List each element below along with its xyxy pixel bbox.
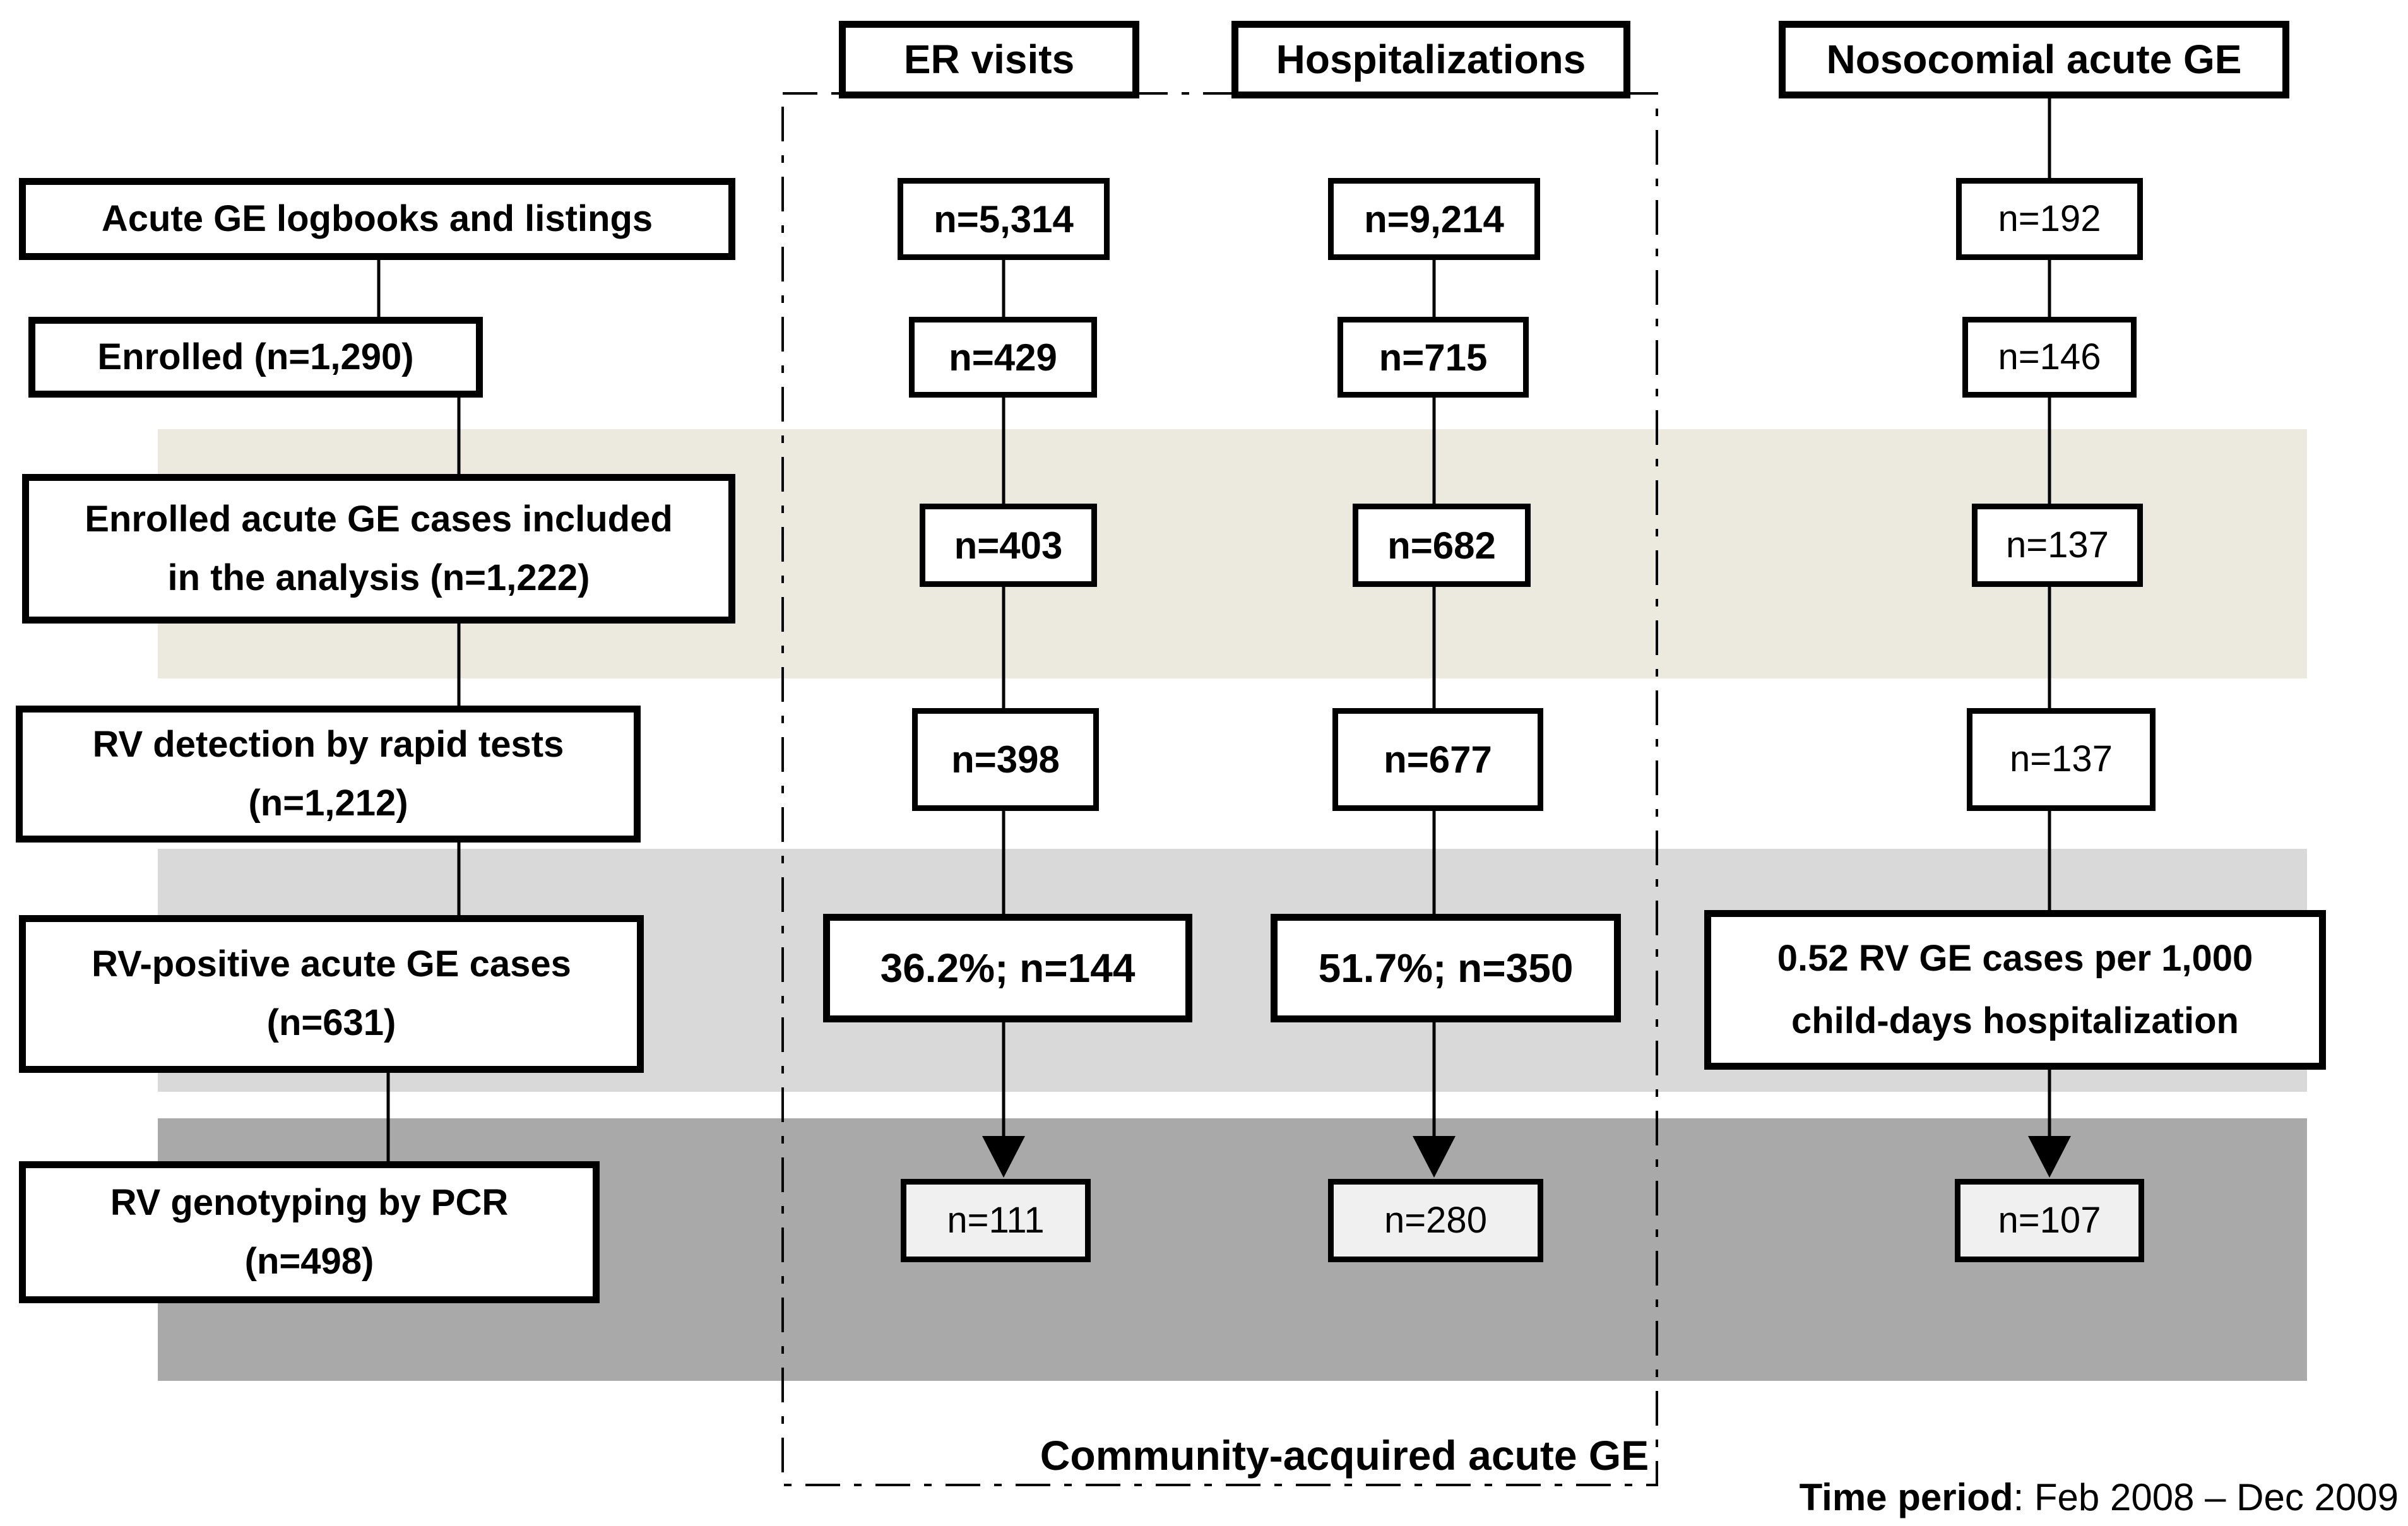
step-rv-positive: RV-positive acute GE cases (n=631) — [19, 915, 644, 1073]
time-period-bold: Time period — [1799, 1476, 2014, 1518]
noso-rv-positive-line1: 0.52 RV GE cases per 1,000 — [1777, 937, 2253, 979]
step-enrolled: Enrolled (n=1,290) — [28, 317, 483, 398]
hosp-rv-positive-result: 51.7%; n=350 — [1271, 914, 1621, 1022]
step-logbooks-label: Acute GE logbooks and listings — [101, 198, 653, 239]
er-analysis-count: n=403 — [920, 504, 1097, 587]
er-logbooks-value: n=5,314 — [934, 198, 1074, 240]
noso-logbooks-value: n=192 — [1998, 198, 2101, 239]
noso-analysis-count: n=137 — [1972, 504, 2143, 587]
hosp-rv-positive-value: 51.7%; n=350 — [1318, 945, 1574, 991]
step-enrolled-label: Enrolled (n=1,290) — [97, 336, 414, 377]
step-rv-positive-line1: RV-positive acute GE cases — [92, 943, 571, 985]
step-analysis-line1: Enrolled acute GE cases included — [85, 498, 673, 540]
step-rv-positive-line2: (n=631) — [266, 1002, 396, 1043]
hosp-rapid-value: n=677 — [1384, 738, 1492, 781]
step-analysis: Enrolled acute GE cases included in the … — [22, 474, 735, 624]
noso-rapid-value: n=137 — [2010, 738, 2113, 780]
er-analysis-value: n=403 — [954, 524, 1063, 567]
hosp-enrolled-value: n=715 — [1379, 336, 1488, 379]
time-period-label: Time period: Feb 2008 – Dec 2009 — [1654, 1476, 2399, 1519]
community-dashed-box — [781, 92, 1658, 1486]
hosp-analysis-value: n=682 — [1387, 524, 1496, 567]
header-hospitalizations: Hospitalizations — [1231, 21, 1630, 98]
step-logbooks: Acute GE logbooks and listings — [19, 178, 735, 260]
header-nosocomial-label: Nosocomial acute GE — [1826, 37, 2242, 83]
hosp-rapid-count: n=677 — [1332, 708, 1543, 811]
step-rapid-tests-line1: RV detection by rapid tests — [92, 723, 564, 765]
arrowhead — [2028, 1136, 2071, 1178]
noso-analysis-value: n=137 — [2006, 524, 2109, 565]
step-rapid-tests-line2: (n=1,212) — [248, 782, 408, 824]
step-genotyping-line1: RV genotyping by PCR — [110, 1181, 509, 1223]
step-genotyping-line2: (n=498) — [244, 1240, 374, 1282]
er-rv-positive-result: 36.2%; n=144 — [823, 914, 1192, 1022]
er-rv-positive-value: 36.2%; n=144 — [880, 945, 1136, 991]
hosp-genotyped-value: n=280 — [1384, 1199, 1487, 1241]
er-genotyped-count: n=111 — [901, 1179, 1091, 1262]
noso-genotyped-value: n=107 — [1998, 1199, 2101, 1241]
er-rapid-value: n=398 — [951, 738, 1060, 781]
community-acquired-text: Community-acquired acute GE — [1040, 1432, 1649, 1479]
arrowhead — [1413, 1136, 1456, 1178]
er-genotyped-value: n=111 — [947, 1199, 1045, 1241]
er-rapid-count: n=398 — [912, 708, 1099, 811]
noso-enrolled-count: n=146 — [1962, 317, 2137, 398]
noso-genotyped-count: n=107 — [1955, 1179, 2144, 1262]
header-nosocomial: Nosocomial acute GE — [1779, 21, 2289, 98]
step-genotyping: RV genotyping by PCR (n=498) — [19, 1161, 600, 1303]
time-period-rest: : Feb 2008 – Dec 2009 — [2013, 1476, 2399, 1518]
hosp-enrolled-count: n=715 — [1337, 317, 1529, 398]
noso-logbooks-count: n=192 — [1956, 178, 2143, 260]
step-analysis-line2: in the analysis (n=1,222) — [167, 557, 590, 598]
step-rapid-tests: RV detection by rapid tests (n=1,212) — [16, 706, 641, 843]
er-logbooks-count: n=5,314 — [898, 178, 1110, 260]
hosp-logbooks-value: n=9,214 — [1364, 198, 1504, 240]
noso-rv-positive-line2: child-days hospitalization — [1791, 1000, 2239, 1041]
er-enrolled-count: n=429 — [909, 317, 1097, 398]
noso-rapid-count: n=137 — [1967, 708, 2156, 811]
noso-rv-positive-result: 0.52 RV GE cases per 1,000 child-days ho… — [1704, 910, 2326, 1070]
header-er-visits-label: ER visits — [903, 37, 1075, 83]
hosp-logbooks-count: n=9,214 — [1328, 178, 1540, 260]
header-hospitalizations-label: Hospitalizations — [1276, 37, 1586, 83]
noso-enrolled-value: n=146 — [1998, 336, 2101, 377]
hosp-analysis-count: n=682 — [1353, 504, 1531, 587]
arrowhead — [982, 1136, 1025, 1178]
header-er-visits: ER visits — [839, 21, 1139, 98]
er-enrolled-value: n=429 — [949, 336, 1057, 379]
community-acquired-label: Community-acquired acute GE — [1035, 1431, 1654, 1479]
hosp-genotyped-count: n=280 — [1328, 1179, 1543, 1262]
